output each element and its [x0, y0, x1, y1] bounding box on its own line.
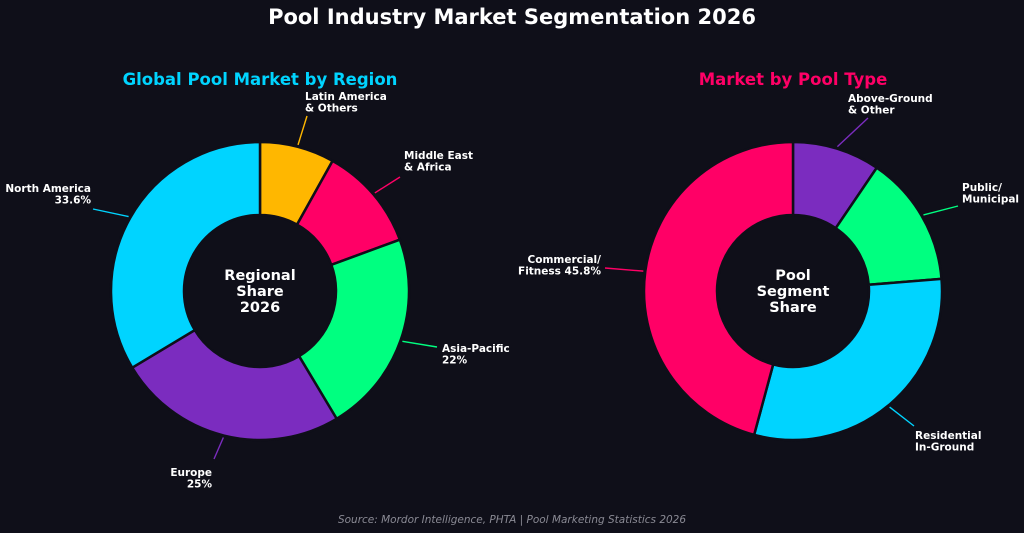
slice-label-residential-in-ground: Residential In-Ground [915, 430, 981, 454]
leader-line-residential-in-ground [889, 406, 915, 427]
leader-line-middle-east-africa [374, 176, 401, 194]
slice-label-middle-east-africa: Middle East & Africa [404, 150, 473, 174]
leader-line-north-america-33-6 [92, 208, 129, 218]
leader-line-asia-pacific-22 [402, 340, 438, 348]
leader-line-latin-america-others [297, 115, 308, 146]
slice-residential-in-ground [752, 277, 944, 442]
slice-label-north-america-33-6: North America 33.6% [5, 183, 91, 207]
slice-north-america-33-6 [109, 140, 262, 370]
donut-hole [185, 216, 335, 366]
center-label: Pool Segment Share [757, 268, 830, 316]
slice-label-latin-america-others: Latin America & Others [305, 91, 387, 115]
slice-commercial-fitness-45-8 [642, 140, 795, 437]
leader-line-commercial-fitness-45-8 [604, 267, 644, 272]
chart-title: Global Pool Market by Region [123, 70, 398, 89]
donut-hole [718, 216, 868, 366]
main-title: Pool Industry Market Segmentation 2026 [268, 5, 756, 29]
leader-line-europe-25 [213, 437, 225, 460]
slice-label-public-municipal: Public/Municipal [962, 182, 1019, 206]
slice-label-above-ground-other: Above-Ground & Other [848, 93, 933, 117]
chart-title: Market by Pool Type [699, 70, 888, 89]
pool-type-donut-chart: Market by Pool Type Above-Ground & Other Pu… [518, 70, 1019, 454]
source-note: Source: Mordor Intelligence, PHTA | Pool… [338, 514, 686, 526]
slice-label-europe-25: Europe 25% [170, 467, 212, 491]
slice-label-asia-pacific-22: Asia-Pacific 22% [442, 343, 510, 367]
center-label: Regional Share 2026 [224, 268, 295, 316]
leader-line-public-municipal [923, 205, 959, 216]
leader-line-above-ground-other [836, 117, 869, 148]
region-donut-chart: Global Pool Market by Region Latin Americ… [5, 70, 509, 491]
slice-label-commercial-fitness-45-8: Commercial/Fitness 45.8% [518, 254, 601, 278]
slice-europe-25 [130, 328, 339, 442]
slice-asia-pacific-22 [297, 238, 411, 421]
